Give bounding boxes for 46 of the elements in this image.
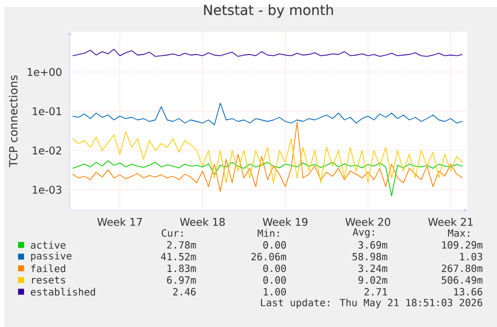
text: 0.00	[263, 241, 286, 249]
legend-label: active	[30, 240, 66, 249]
legend-label: established	[30, 288, 95, 296]
text: Cur:	[162, 229, 183, 237]
y-tick-label: 1e+00	[28, 68, 62, 76]
y-tick-label: 1e-03	[32, 186, 62, 194]
text: 3.24m	[358, 264, 388, 272]
text: 0.00	[263, 276, 286, 284]
text: 1.83m	[168, 264, 196, 272]
text: 13.66	[454, 288, 482, 296]
text: 2.78m	[167, 241, 196, 249]
text: Last update: Thu May 21 18:51:03 2026	[261, 298, 482, 308]
legend-label: passive	[31, 252, 72, 262]
text: Max:	[448, 229, 470, 237]
text: 1.03	[460, 252, 482, 260]
line-series	[72, 102, 463, 126]
text: 267.80m	[442, 264, 482, 272]
y-tick-label: 1e-02	[32, 146, 62, 154]
x-tick-label: Week 21	[428, 218, 473, 226]
line-series	[72, 160, 463, 196]
text: 6.97m	[167, 276, 196, 284]
text: Avg:	[352, 228, 374, 238]
y-axis-title: TCP connections	[8, 75, 18, 168]
legend-label: failed	[31, 264, 66, 272]
text: 0.00	[263, 264, 286, 272]
text: 58.98m	[352, 252, 388, 260]
line-series	[72, 131, 463, 184]
text: Min:	[258, 229, 279, 237]
legend-label: resets	[32, 276, 66, 284]
x-tick-label: Week 18	[180, 218, 225, 226]
line-series	[72, 122, 463, 192]
text: 41.52m	[160, 252, 196, 260]
y-tick-label: 1e-01	[32, 107, 62, 116]
x-tick-label: Week 20	[345, 218, 390, 226]
text: 26.06m	[251, 252, 286, 260]
text: 2.71	[364, 288, 387, 296]
chart-title: Netstat - by month	[204, 4, 333, 18]
text: 2.46	[173, 288, 196, 296]
x-tick-label: Week 17	[97, 218, 142, 226]
text: 1.00	[264, 288, 286, 296]
text: 506.49m	[442, 276, 482, 284]
line-series	[72, 48, 463, 57]
x-tick-label: Week 19	[262, 218, 308, 226]
text: 3.69m	[358, 241, 388, 249]
text: 109.29m	[442, 241, 482, 249]
text: 9.02m	[358, 276, 388, 284]
